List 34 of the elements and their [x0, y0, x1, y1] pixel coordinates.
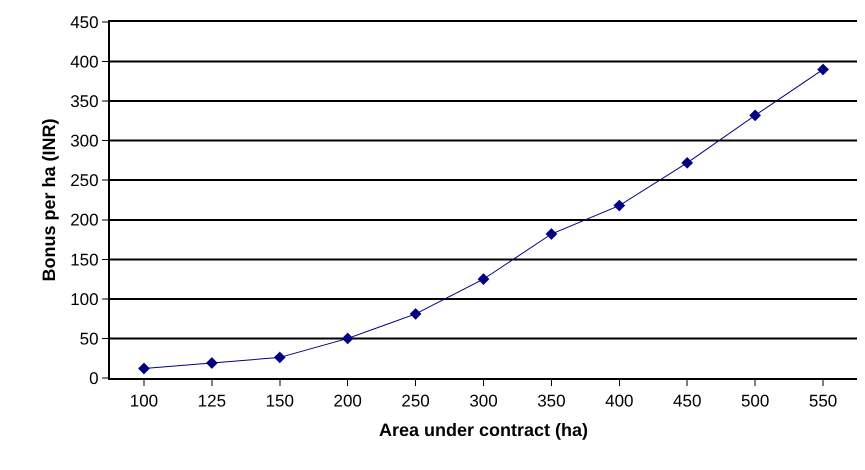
- x-tick-label: 400: [605, 391, 634, 410]
- x-tick-label: 100: [130, 391, 158, 410]
- point: [817, 64, 829, 76]
- x-tick-label: 200: [333, 391, 362, 410]
- y-axis-title: Bonus per ha (INR): [38, 118, 59, 282]
- point: [206, 357, 218, 369]
- x-tick-label: 350: [537, 391, 566, 410]
- x-tick-label: 125: [198, 391, 226, 410]
- y-tick-label: 250: [70, 171, 99, 190]
- x-tick-label: 550: [808, 391, 838, 410]
- y-tick-label: 300: [70, 132, 99, 151]
- y-tick-label: 400: [70, 52, 99, 72]
- x-tick-label: 450: [673, 391, 702, 410]
- point: [274, 352, 286, 364]
- x-tick-label: 500: [740, 391, 770, 410]
- point: [342, 332, 354, 344]
- point: [138, 362, 150, 374]
- x-tick-label: 250: [401, 391, 430, 410]
- y-tick-label: 350: [70, 92, 99, 112]
- y-tick-label: 450: [70, 12, 99, 32]
- y-tick-label: 50: [80, 329, 99, 348]
- y-tick-label: 0: [89, 368, 99, 388]
- point: [681, 156, 694, 169]
- y-tick-label: 100: [70, 290, 99, 309]
- y-tick-label: 150: [70, 250, 99, 270]
- x-axis-title: Area under contract (ha): [378, 420, 588, 440]
- x-tick-label: 300: [469, 391, 498, 410]
- point: [749, 110, 761, 122]
- point: [546, 228, 558, 240]
- x-tick-label: 150: [266, 391, 294, 410]
- point: [410, 308, 422, 320]
- point: [478, 273, 490, 285]
- point: [613, 200, 626, 212]
- y-tick-label: 200: [70, 210, 99, 230]
